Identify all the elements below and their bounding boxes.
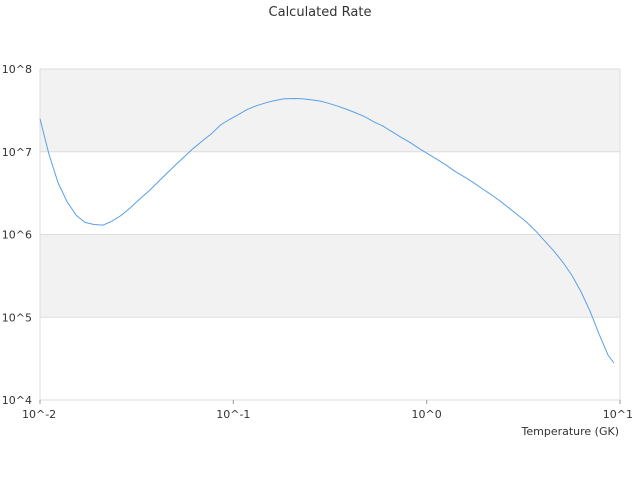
- x-axis: 10^-2 10^-1 10^0 10^1: [22, 400, 633, 421]
- y-tick-label: 10^5: [2, 311, 32, 324]
- series-lines: [39, 97, 615, 364]
- y-tick-label: 10^6: [2, 229, 32, 242]
- y-axis: 10^8 10^7 10^6 10^5 10^4: [2, 63, 32, 407]
- plot-band: [40, 69, 620, 152]
- plot-band: [40, 317, 620, 400]
- series-line: [39, 97, 615, 364]
- x-tick-label: 10^1: [603, 408, 633, 421]
- y-tick-label: 10^7: [2, 146, 32, 159]
- x-tick-label: 10^-2: [22, 408, 56, 421]
- gridlines: [39, 68, 621, 401]
- x-tick-label: 10^0: [412, 408, 442, 421]
- y-tick-label: 10^8: [2, 63, 32, 76]
- x-tick-label: 10^-1: [216, 408, 250, 421]
- plot-background: [40, 69, 620, 400]
- chart-title: Calculated Rate: [269, 5, 372, 20]
- x-axis-label: Temperature (GK): [521, 425, 620, 438]
- y-tick-label: 10^4: [2, 394, 32, 407]
- plot-band: [40, 151, 620, 235]
- plot-band: [40, 234, 620, 318]
